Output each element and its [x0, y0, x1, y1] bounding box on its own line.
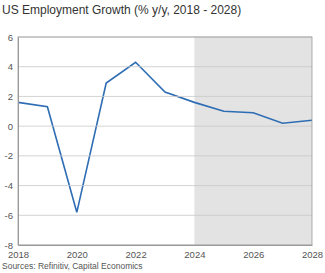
x-tick: 2022 — [126, 245, 147, 260]
title: US Employment Growth (% y/y, 2018 - 2028… — [2, 3, 241, 17]
grid-line — [18, 155, 312, 156]
y-tick: 6 — [8, 32, 18, 43]
y-axis: -8-6-4-20246 — [5, 32, 19, 251]
y-tick-label: -2 — [5, 150, 13, 161]
grid-line — [18, 96, 312, 97]
grid — [18, 37, 312, 245]
y-tick: 0 — [8, 121, 18, 132]
x-tick-label: 2026 — [243, 249, 264, 260]
grid-line — [18, 215, 312, 216]
y-tick: -4 — [5, 180, 18, 191]
plot-frame — [18, 37, 312, 245]
x-tick-label: 2018 — [8, 249, 29, 260]
y-tick-label: 4 — [8, 61, 13, 72]
y-axis-line — [18, 38, 19, 246]
grid-line — [18, 185, 312, 186]
x-tick-label: 2024 — [184, 249, 205, 260]
y-tick-label: -4 — [5, 180, 13, 191]
x-tick-label: 2022 — [126, 249, 147, 260]
x-tick: 2028 — [302, 245, 323, 260]
x-tick: 2018 — [8, 245, 29, 260]
x-tick: 2026 — [243, 245, 264, 260]
x-axis: 2018 2020 2022 2024 2026 2028 — [8, 245, 323, 260]
x-axis-line — [19, 245, 313, 246]
source: Sources: Refinitiv, Capital Economics — [2, 261, 143, 271]
y-tick: 2 — [8, 91, 18, 102]
forecast-shading — [194, 37, 312, 245]
y-tick-label: 2 — [8, 91, 13, 102]
y-tick-label: 6 — [8, 32, 13, 43]
y-tick: 4 — [8, 61, 18, 72]
series-line — [18, 62, 312, 212]
x-tick: 2020 — [67, 245, 88, 260]
x-tick-label: 2020 — [67, 249, 88, 260]
x-tick-label: 2028 — [302, 249, 323, 260]
y-tick-label: -6 — [5, 210, 13, 221]
x-tick: 2024 — [184, 245, 205, 260]
chart: US Employment Growth (% y/y, 2018 - 2028… — [0, 0, 325, 273]
grid-line — [18, 66, 312, 67]
y-tick-label: 0 — [8, 121, 13, 132]
plot-area — [18, 37, 312, 245]
y-tick: -2 — [5, 150, 18, 161]
grid-line — [18, 126, 312, 127]
y-tick: -6 — [5, 210, 18, 221]
